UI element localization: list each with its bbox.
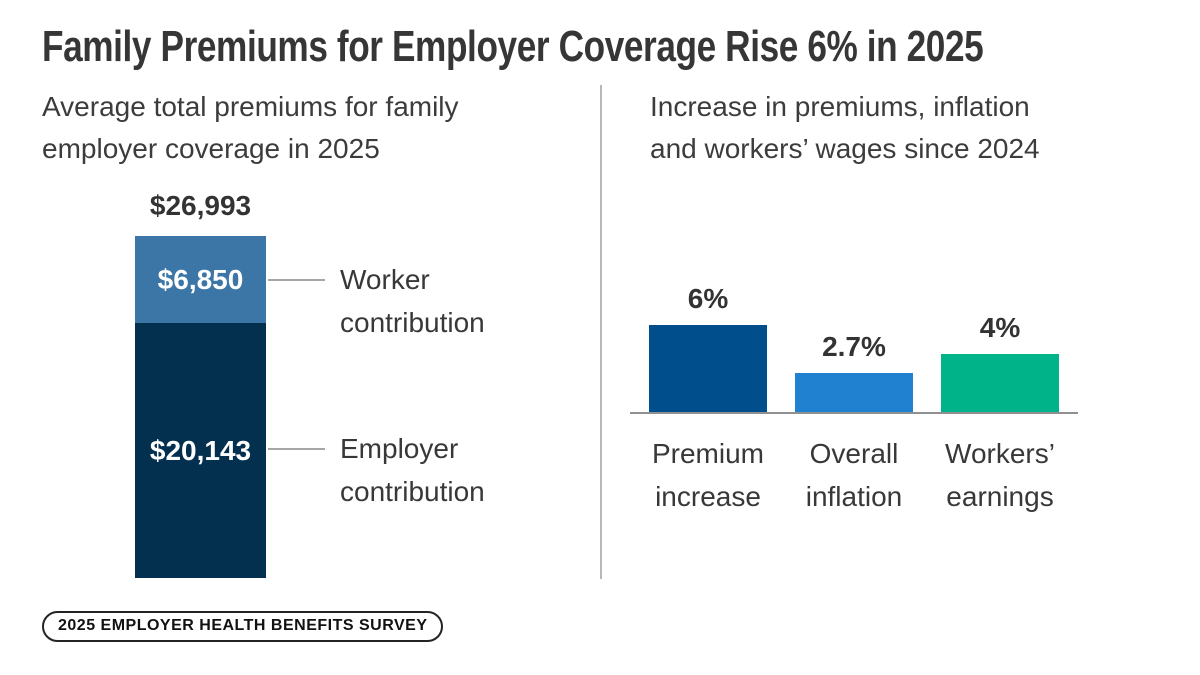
stacked-bar: $6,850 $20,143 [135,236,266,578]
stacked-segment-employer: $20,143 [135,323,266,578]
category-label-workers-earnings: Workers’ earnings [945,438,1055,512]
premium-increase-value: 6% [687,283,729,314]
category-label-premium-increase: Premium increase [651,438,764,512]
worker-callout-line [268,279,325,281]
panel-divider [600,85,602,579]
bar [649,325,767,412]
page-title: Family Premiums for Employer Coverage Ri… [42,22,984,71]
workers-earnings-value: 4% [979,312,1021,343]
bar [941,354,1059,412]
worker-value-label: $6,850 [157,263,244,295]
overall-inflation-value: 2.7% [822,331,886,362]
worker-contribution-label: Worker contribution [340,264,485,338]
survey-badge: 2025 EMPLOYER HEALTH BENEFITS SURVEY [42,611,444,642]
stacked-bar-total-label: $26,993 [149,190,252,221]
left-subtitle-line1: Average total premiums for family [42,91,459,122]
left-subtitle-line2: employer coverage in 2025 [42,133,380,164]
grouped-bar-plot: 6% 2.7% 4% [630,250,1078,414]
right-subtitle-line2: and workers’ wages since 2024 [650,133,1040,164]
bar [795,373,913,412]
employer-callout-line [268,448,325,450]
stacked-segment-worker: $6,850 [135,236,266,323]
category-label-overall-inflation: Overall inflation [805,438,903,512]
right-chart-subtitle: Increase in premiums, inflation and work… [650,86,1040,170]
bar-group: 6% [649,285,767,412]
bar-group: 2.7% [795,333,913,412]
bar-group: 4% [941,314,1059,412]
employer-value-label: $20,143 [149,434,252,466]
left-chart-subtitle: Average total premiums for family employ… [42,86,459,170]
right-subtitle-line1: Increase in premiums, inflation [650,91,1030,122]
employer-contribution-label: Employer contribution [340,433,485,507]
